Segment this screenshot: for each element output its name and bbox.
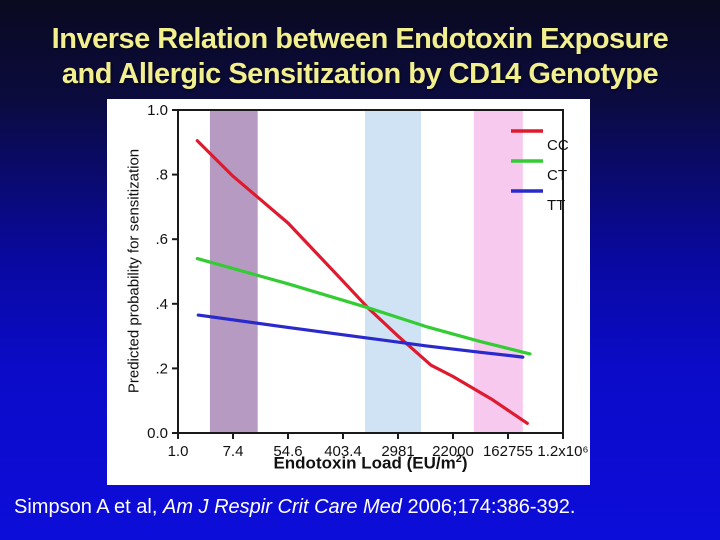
band-pink (473, 110, 523, 433)
band-mauve (209, 110, 258, 433)
citation-reference: 2006;174:386-392. (401, 496, 576, 518)
x-tick-label: 2981 (381, 443, 414, 460)
citation-journal: Am J Respir Crit Care Med (162, 496, 402, 518)
y-tick-label: .2 (155, 360, 168, 377)
series-line-TT (196, 313, 525, 359)
x-tick-label: 1.2x10⁶ (537, 443, 588, 460)
x-tick-label: 22000 (432, 443, 474, 460)
y-tick-label: 1.0 (147, 102, 168, 119)
x-axis-title-superscript: 2 (455, 453, 462, 465)
title-line-1: Inverse Relation between Endotoxin Expos… (51, 23, 669, 55)
x-tick-label: 162755 (483, 443, 533, 460)
x-tick-label: 1.0 (168, 443, 189, 460)
line-chart: 1.0 7.4 54.6 403.4 2981 22000 162755 1.2x10⁶ 1.0… (147, 102, 588, 460)
x-axis-title-text: Endotoxin Load (EU/m (273, 453, 456, 473)
band-lightblue (365, 110, 422, 433)
chart-panel: 1.0 7.4 54.6 403.4 2981 22000 162755 1.2x10⁶ 1.0… (107, 99, 590, 485)
x-axis-title: Endotoxin Load (EU/m2) (178, 453, 563, 474)
citation: Simpson A et al, Am J Respir Crit Care M… (14, 496, 714, 519)
x-tick-label: 7.4 (223, 443, 244, 460)
legend-label-TT: TT (547, 197, 565, 214)
series-line-CC (195, 139, 529, 425)
x-tick-label: 403.4 (324, 443, 362, 460)
series-line-CT (195, 257, 532, 356)
x-tick-label: 54.6 (273, 443, 302, 460)
slide-title: Inverse Relation between Endotoxin Expos… (0, 22, 720, 92)
y-tick-label: .4 (155, 296, 168, 313)
x-axis-title-close: ) (461, 453, 468, 473)
citation-authors: Simpson A et al, (14, 496, 163, 518)
legend-label-CC: CC (547, 137, 569, 154)
y-tick-label: .8 (155, 167, 168, 184)
y-tick-label: 0.0 (147, 425, 168, 442)
legend-label-CT: CT (547, 167, 567, 184)
y-tick-label: .6 (155, 231, 168, 248)
plot-border (177, 109, 564, 434)
title-line-2: and Allergic Sensitization by CD14 Genot… (61, 58, 659, 90)
y-axis-title: Predicted probability for sensitization (125, 148, 143, 394)
